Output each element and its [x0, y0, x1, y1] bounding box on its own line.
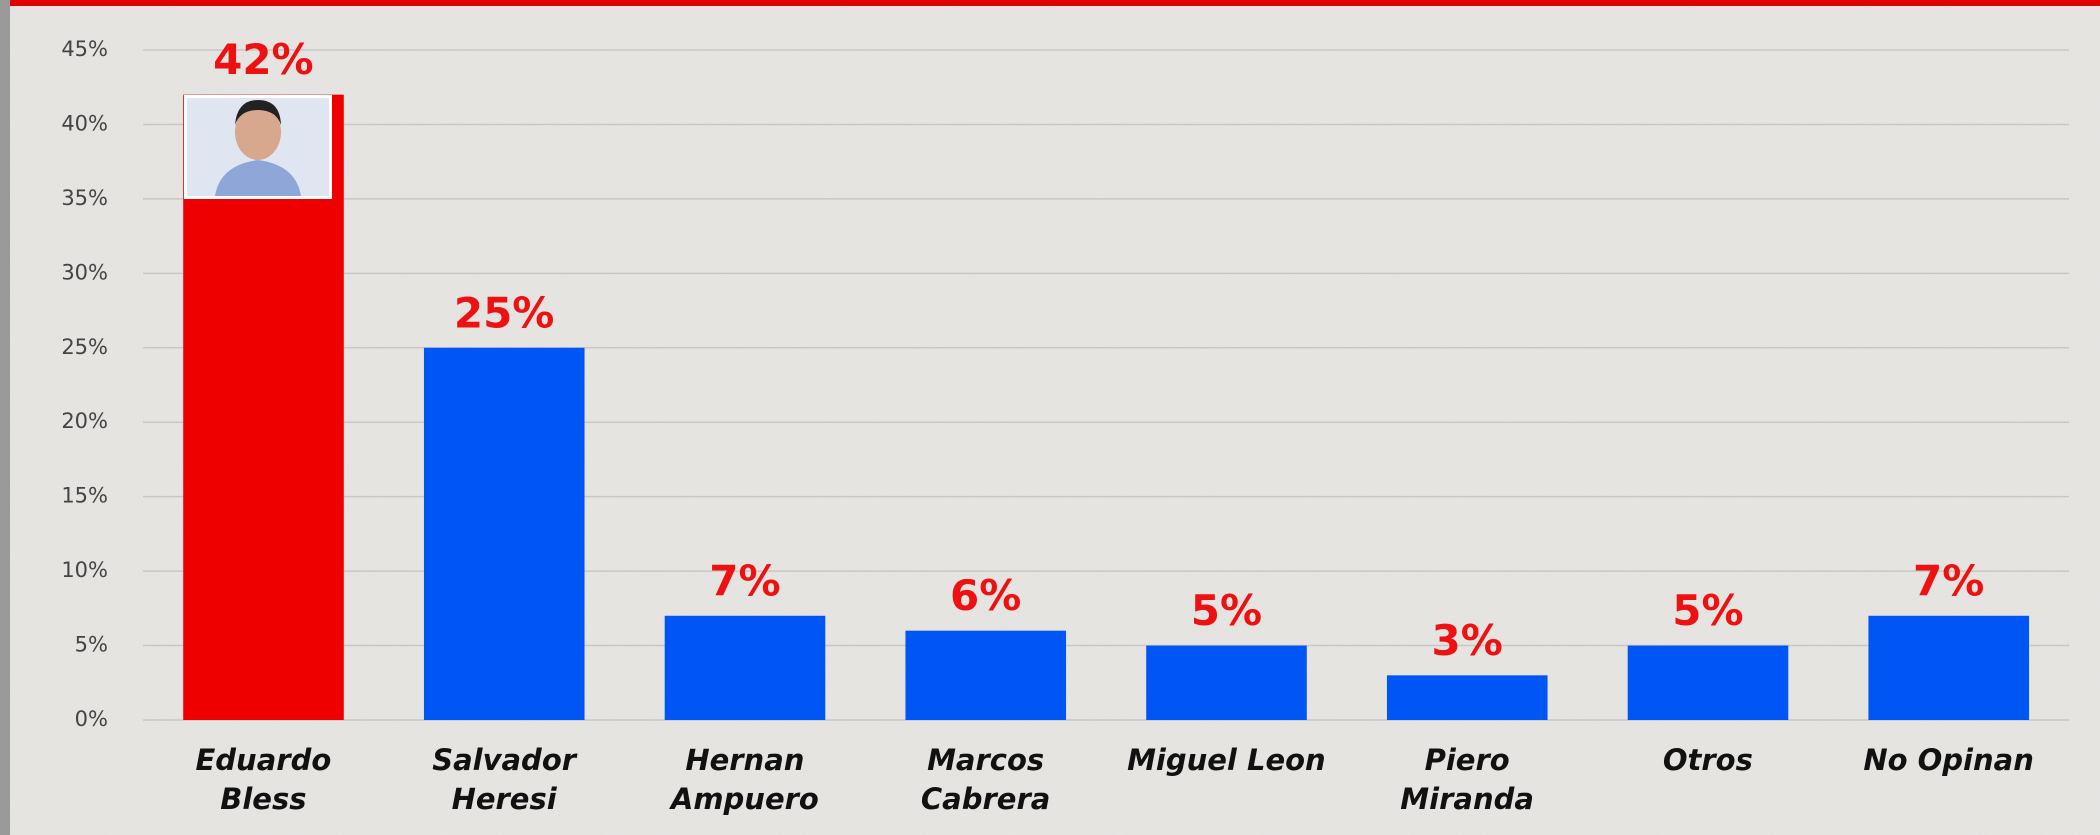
y-tick-label: 0%: [75, 707, 108, 731]
y-tick-label: 15%: [61, 484, 108, 508]
x-tick-label: Bless: [220, 782, 306, 816]
photo-hair: [235, 100, 281, 125]
x-tick-label: Miguel Leon: [1127, 743, 1326, 777]
photo-face: [235, 104, 281, 160]
y-tick-label: 20%: [61, 409, 108, 433]
x-tick-label: Heresi: [452, 782, 558, 816]
bar: [1146, 645, 1307, 720]
y-tick-label: 35%: [61, 186, 108, 210]
x-tick-label: Cabrera: [921, 782, 1050, 816]
y-tick-label: 45%: [61, 37, 108, 61]
photo-shirt: [215, 160, 301, 196]
y-tick-label: 5%: [75, 633, 108, 657]
value-label: 3%: [1431, 616, 1502, 665]
bar: [1627, 645, 1789, 720]
x-tick-label: Piero: [1425, 743, 1510, 777]
y-tick-label: 30%: [61, 260, 108, 284]
candidate-photo: [184, 95, 332, 199]
value-label: 6%: [950, 571, 1021, 620]
value-label: 42%: [213, 35, 314, 84]
value-label: 5%: [1672, 586, 1743, 635]
y-tick-label: 40%: [61, 111, 108, 135]
value-label: 5%: [1191, 586, 1262, 635]
bar: [423, 347, 585, 720]
x-tick-label: Salvador: [432, 743, 578, 777]
x-tick-label: Eduardo: [195, 743, 331, 777]
bar: [664, 615, 826, 720]
y-tick-label: 25%: [61, 335, 108, 359]
value-label: 7%: [709, 556, 780, 605]
y-tick-label: 10%: [61, 558, 108, 582]
x-tick-label: Ampuero: [669, 782, 819, 816]
left-border: [0, 0, 10, 835]
value-label: 25%: [454, 288, 555, 337]
value-label: 7%: [1913, 556, 1984, 605]
bar: [905, 630, 1067, 720]
x-tick-label: Hernan: [685, 743, 804, 777]
x-tick-label: Miranda: [1400, 782, 1534, 816]
x-tick-label: Marcos: [927, 743, 1044, 777]
top-border: [0, 0, 2100, 6]
bar: [1386, 675, 1548, 720]
bar: [1868, 615, 2030, 720]
x-tick-label: No Opinan: [1863, 743, 2034, 777]
plot: 0% 5% 10% 15% 20% 25% 30% 35% 40% 45% 42% Eduardo Bl…: [61, 35, 2069, 816]
x-tick-label: Otros: [1663, 743, 1753, 777]
